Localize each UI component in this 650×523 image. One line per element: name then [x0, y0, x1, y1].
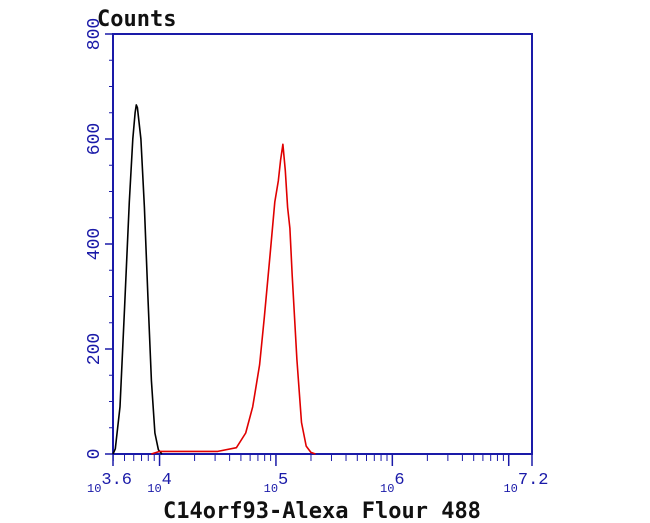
y-tick-label: 0 [85, 449, 105, 460]
x-tick-label: 104 [147, 471, 172, 496]
y-tick-label: 400 [85, 228, 105, 260]
y-axis-ticks: 0 200 400 600 800 [85, 18, 113, 460]
x-tick-label: 107.2 [503, 471, 548, 496]
x-axis-title: C14orf93-Alexa Flour 488 [163, 499, 481, 523]
x-axis-ticks: 103.6 104 105 106 107.2 [87, 454, 549, 496]
plot-area-frame [112, 33, 533, 455]
series-layer [112, 104, 316, 455]
x-tick-label: 105 [264, 471, 289, 496]
x-tick-label: 103.6 [87, 471, 132, 496]
sample-histogram-line [151, 143, 316, 455]
y-tick-label: 200 [85, 333, 105, 365]
y-axis-title: Counts [97, 7, 176, 32]
control-histogram-line [112, 104, 163, 455]
y-tick-label: 600 [85, 123, 105, 155]
y-tick-label: 800 [85, 18, 105, 50]
x-tick-label: 106 [380, 471, 405, 496]
